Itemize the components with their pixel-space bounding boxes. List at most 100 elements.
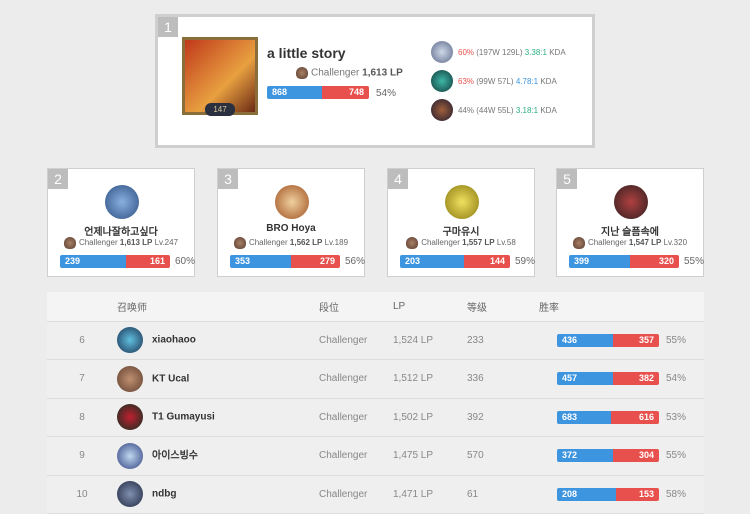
summoner-cell[interactable]: 아이스빙수 xyxy=(117,436,319,476)
level-badge: 147 xyxy=(205,103,235,116)
tier-info: Challenger 1,613 LP xyxy=(296,67,403,79)
champion-icon xyxy=(431,70,453,92)
winrate-cell: 683 616 53% xyxy=(539,398,704,437)
summoner-name[interactable]: BRO Hoya xyxy=(266,223,316,234)
win-loss-bar: 208 153 xyxy=(557,487,659,501)
level: 233 xyxy=(467,321,539,360)
tier: Challenger xyxy=(319,475,393,514)
win-loss-bar: 436 357 xyxy=(557,333,659,347)
rank: 6 xyxy=(47,321,117,360)
champion-stat: 60% (197W 129L) 3.38:1 KDA xyxy=(431,41,566,63)
champion-icon xyxy=(431,99,453,121)
lp: 1,475 LP xyxy=(393,436,467,476)
win-loss-bar: 683 616 xyxy=(557,410,659,424)
rank-badge: 4 xyxy=(388,169,408,189)
rank: 9 xyxy=(47,436,117,476)
ranking-table: 召唤师 段位 LP 等级 胜率 6 xiaohaoo Challenger 1,… xyxy=(47,292,704,514)
lp: 1,471 LP xyxy=(393,475,467,514)
profile-icon xyxy=(275,185,309,219)
lp: 1,512 LP xyxy=(393,359,467,399)
profile-icon xyxy=(117,327,143,354)
table-row[interactable]: 8 T1 Gumayusi Challenger 1,502 LP 392 68… xyxy=(47,398,704,437)
summoner-cell[interactable]: xiaohaoo xyxy=(117,321,319,360)
lp: 1,524 LP xyxy=(393,321,467,360)
win-loss-bar: 399 320 xyxy=(569,255,679,268)
challenger-emblem-icon xyxy=(572,237,585,249)
profile-icon xyxy=(182,37,258,115)
player-card[interactable]: 5 지난 슬픔속에 Challenger 1,547 LP Lv.320 399… xyxy=(556,168,704,277)
profile-icon xyxy=(117,481,143,508)
summoner-name: KT Ucal xyxy=(152,373,190,385)
profile-icon xyxy=(105,185,139,219)
summoner-cell[interactable]: KT Ucal xyxy=(117,359,319,399)
tier: Challenger xyxy=(319,359,393,399)
level: 61 xyxy=(467,475,539,514)
challenger-emblem-icon xyxy=(63,237,76,249)
champion-stat: 63% (99W 57L) 4.78:1 KDA xyxy=(431,70,557,92)
table-row[interactable]: 7 KT Ucal Challenger 1,512 LP 336 457 382… xyxy=(47,359,704,399)
winrate: 55% xyxy=(666,450,687,462)
rank: 8 xyxy=(47,398,117,437)
header-lp: LP xyxy=(393,292,467,322)
rank: 10 xyxy=(47,475,117,514)
table-row[interactable]: 9 아이스빙수 Challenger 1,475 LP 570 372 304 55… xyxy=(47,436,704,476)
header-winrate: 胜率 xyxy=(539,292,704,322)
summoner-name[interactable]: 지난 슬픔속에 xyxy=(601,227,659,238)
winrate: 54% xyxy=(376,88,397,99)
header-summoner: 召唤师 xyxy=(117,292,319,322)
winrate-cell: 457 382 54% xyxy=(539,359,704,399)
summoner-name[interactable]: 구마유시 xyxy=(442,227,480,238)
summoner-name[interactable]: a little story xyxy=(267,45,346,61)
tier-info: Challenger 1,562 LP Lv.189 xyxy=(218,237,364,249)
champion-stat: 44% (44W 55L) 3.18:1 KDA xyxy=(431,99,557,121)
player-card[interactable]: 4 구마유시 Challenger 1,557 LP Lv.58 203 144 … xyxy=(387,168,535,277)
winrate: 55% xyxy=(666,334,687,346)
player-card[interactable]: 3 BRO Hoya Challenger 1,562 LP Lv.189 35… xyxy=(217,168,365,277)
summoner-cell[interactable]: T1 Gumayusi xyxy=(117,398,319,437)
level: 336 xyxy=(467,359,539,399)
rank-badge: 1 xyxy=(158,17,178,37)
winrate-cell: 436 357 55% xyxy=(539,321,704,360)
table-row[interactable]: 10 ndbg Challenger 1,471 LP 61 208 153 58% xyxy=(47,475,704,514)
tier: Challenger xyxy=(319,398,393,437)
table-row[interactable]: 6 xiaohaoo Challenger 1,524 LP 233 436 35… xyxy=(47,321,704,360)
summoner-name: xiaohaoo xyxy=(152,334,196,346)
champion-icon xyxy=(431,41,453,63)
summoner-name: T1 Gumayusi xyxy=(152,411,215,423)
profile-icon xyxy=(117,365,143,392)
rank-badge: 3 xyxy=(218,169,238,189)
profile-icon xyxy=(614,185,648,219)
tier-info: Challenger 1,557 LP Lv.58 xyxy=(388,237,534,249)
win-loss-bar: 353 279 xyxy=(230,255,340,268)
top-player-card[interactable]: 1 147 a little story Challenger 1,613 LP… xyxy=(155,14,595,148)
rank: 7 xyxy=(47,359,117,399)
profile-icon xyxy=(117,442,143,469)
summoner-cell[interactable]: ndbg xyxy=(117,475,319,514)
challenger-emblem-icon xyxy=(233,237,246,249)
winrate: 58% xyxy=(666,488,687,500)
winrate: 60% xyxy=(175,256,196,267)
header-level: 等级 xyxy=(467,292,539,322)
win-loss-bar: 868 748 xyxy=(267,86,369,99)
win-loss-bar: 239 161 xyxy=(60,255,170,268)
level: 392 xyxy=(467,398,539,437)
summoner-name: 아이스빙수 xyxy=(152,450,198,462)
summoner-name[interactable]: 언제나잘하고싶다 xyxy=(84,227,158,238)
win-loss-bar: 372 304 xyxy=(557,449,659,463)
winrate-cell: 372 304 55% xyxy=(539,436,704,476)
winrate: 55% xyxy=(684,256,705,267)
profile-icon xyxy=(117,404,143,431)
player-card[interactable]: 2 언제나잘하고싶다 Challenger 1,613 LP Lv.247 23… xyxy=(47,168,195,277)
tier: Challenger xyxy=(319,436,393,476)
tier-info: Challenger 1,613 LP Lv.247 xyxy=(48,237,194,249)
win-loss-bar: 457 382 xyxy=(557,372,659,386)
winrate: 53% xyxy=(666,411,687,423)
summoner-name: ndbg xyxy=(152,488,177,500)
winrate: 59% xyxy=(515,256,536,267)
winrate-cell: 208 153 58% xyxy=(539,475,704,514)
rank-badge: 5 xyxy=(557,169,577,189)
win-loss-bar: 203 144 xyxy=(400,255,510,268)
rank-badge: 2 xyxy=(48,169,68,189)
header-tier: 段位 xyxy=(319,292,393,322)
level: 570 xyxy=(467,436,539,476)
